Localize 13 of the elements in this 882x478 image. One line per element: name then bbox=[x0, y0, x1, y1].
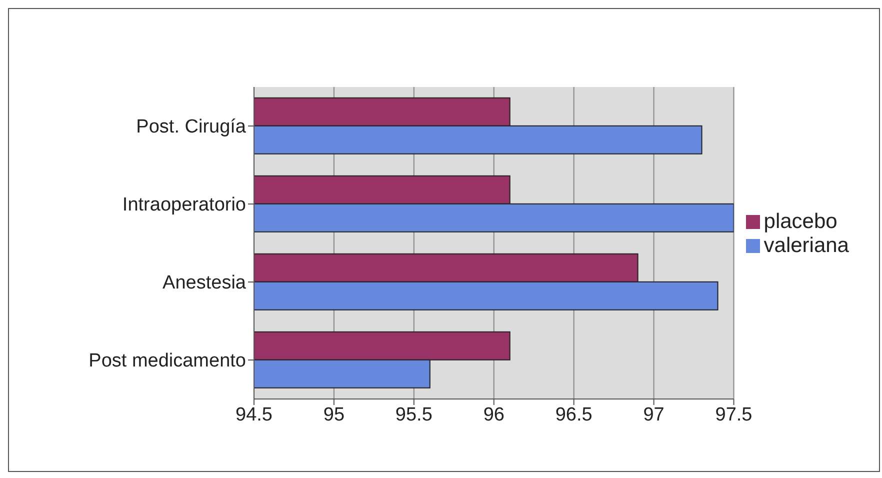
x-tick-label: 96.5 bbox=[555, 404, 592, 426]
y-tick-label: Post. Cirugía bbox=[136, 116, 246, 138]
y-tick-label: Post medicamento bbox=[88, 350, 246, 372]
y-tick-label: Anestesia bbox=[162, 272, 246, 294]
x-tick-label: 97 bbox=[643, 404, 664, 426]
y-tick-label: Intraoperatorio bbox=[122, 194, 246, 216]
legend-label: placebo bbox=[764, 210, 838, 233]
x-tick-label: 96 bbox=[483, 404, 504, 426]
x-tick-label: 95 bbox=[323, 404, 345, 426]
legend-label: valeriana bbox=[764, 234, 849, 257]
x-tick-label: 94.5 bbox=[236, 404, 272, 426]
x-tick-label: 95.5 bbox=[395, 404, 432, 426]
x-tick-label: 97.5 bbox=[715, 404, 752, 426]
